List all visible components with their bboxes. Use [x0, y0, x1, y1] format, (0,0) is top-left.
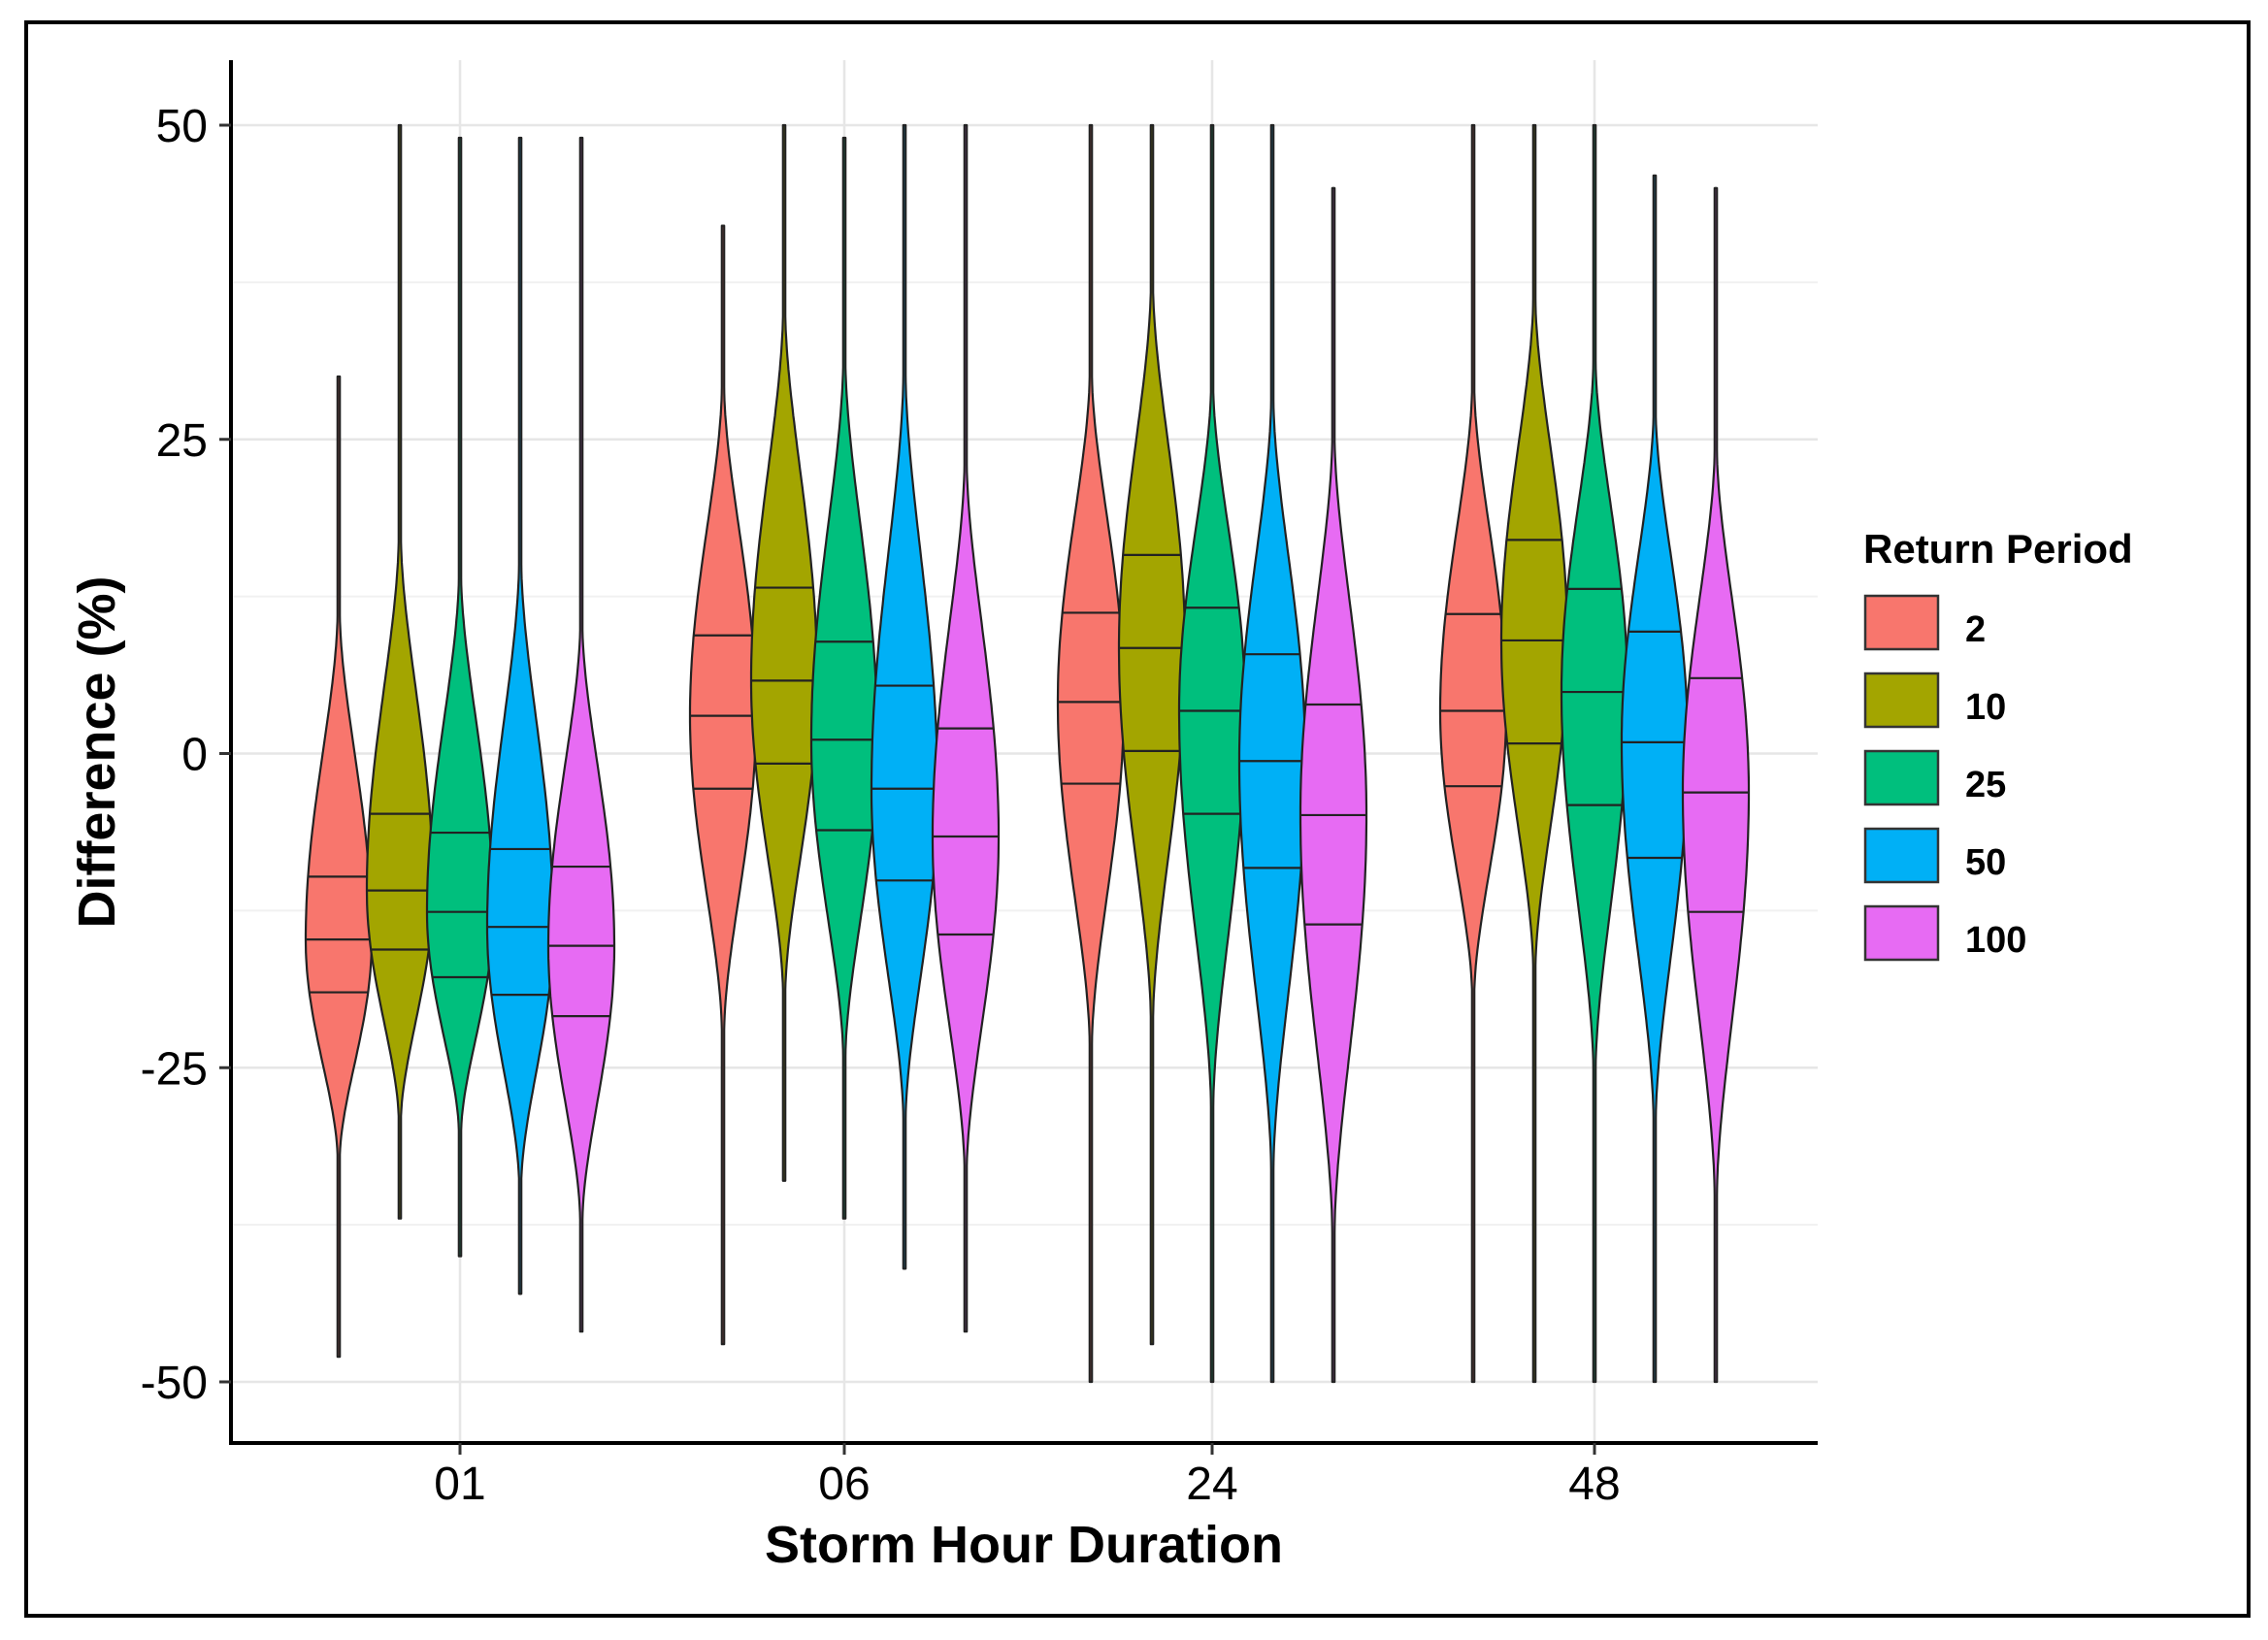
violin-body: [688, 224, 758, 1346]
y-tick-label: 0: [181, 730, 208, 781]
violin-body: [1499, 123, 1569, 1384]
legend-item-25: 25: [1863, 749, 2006, 806]
x-tick-label: 48: [1568, 1459, 1620, 1510]
y-tick-label: -25: [141, 1043, 208, 1095]
legend-item-10: 10: [1863, 672, 2006, 729]
legend-label: 10: [1965, 687, 2006, 728]
plot-panel: -50 -25 0 25 50 01 06 24 48: [141, 60, 1818, 1510]
violin-body: [1056, 123, 1126, 1384]
legend-label: 2: [1965, 609, 1986, 650]
violin-body: [546, 136, 616, 1333]
violin-100-24: [1298, 186, 1368, 1384]
violin-body: [1681, 186, 1751, 1384]
violin-2-48: [1438, 123, 1508, 1384]
violin-body: [870, 123, 939, 1270]
violin-100-01: [546, 136, 616, 1333]
violin-body: [1237, 123, 1307, 1384]
legend-label: 100: [1965, 920, 2026, 961]
legend-item-50: 50: [1863, 827, 2006, 884]
x-tick-label: 06: [818, 1459, 870, 1510]
violin-10-48: [1499, 123, 1569, 1384]
y-axis-ticks: -50 -25 0 25 50: [141, 101, 231, 1409]
violin-body: [1438, 123, 1508, 1384]
legend-swatch: [1863, 904, 1940, 962]
legend: Return Period 2 10 25 50 100: [1863, 526, 2133, 962]
legend-items: 2 10 25 50 100: [1863, 594, 2026, 962]
violin-100-48: [1681, 186, 1751, 1384]
violin-50-24: [1237, 123, 1307, 1384]
legend-swatch: [1863, 749, 1940, 806]
y-axis-title: Difference (%): [68, 575, 126, 928]
violin-2-24: [1056, 123, 1126, 1384]
legend-item-100: 100: [1863, 904, 2026, 962]
x-axis-ticks: 01 06 24 48: [434, 1443, 1621, 1510]
violin-2-06: [688, 224, 758, 1346]
violin-10-06: [749, 123, 819, 1182]
legend-swatch: [1863, 672, 1940, 729]
legend-item-2: 2: [1863, 594, 1986, 651]
legend-label: 25: [1965, 765, 2006, 805]
violin-100-06: [931, 123, 1001, 1333]
violin-25-48: [1560, 123, 1629, 1384]
violin-body: [1298, 186, 1368, 1384]
legend-swatch: [1863, 827, 1940, 884]
y-tick-label: -50: [141, 1358, 208, 1409]
legend-swatch: [1863, 594, 1940, 651]
violin-layer: [304, 123, 1751, 1384]
legend-label: 50: [1965, 842, 2006, 883]
violin-body: [1620, 174, 1690, 1384]
x-tick-label: 24: [1186, 1459, 1237, 1510]
violin-10-24: [1117, 123, 1187, 1346]
violin-body: [1117, 123, 1187, 1346]
violin-25-06: [809, 136, 879, 1220]
x-axis-title: Storm Hour Duration: [765, 1516, 1283, 1574]
violin-50-06: [870, 123, 939, 1270]
y-tick-label: 25: [156, 415, 208, 467]
violin-50-48: [1620, 174, 1690, 1384]
violin-25-24: [1177, 123, 1247, 1384]
violin-body: [1560, 123, 1629, 1384]
violin-body: [304, 375, 374, 1359]
violin-body: [749, 123, 819, 1182]
y-tick-label: 50: [156, 101, 208, 152]
violin-body: [809, 136, 879, 1220]
violin-body: [1177, 123, 1247, 1384]
violin-2-01: [304, 375, 374, 1359]
x-tick-label: 01: [434, 1459, 485, 1510]
legend-title: Return Period: [1863, 526, 2133, 572]
